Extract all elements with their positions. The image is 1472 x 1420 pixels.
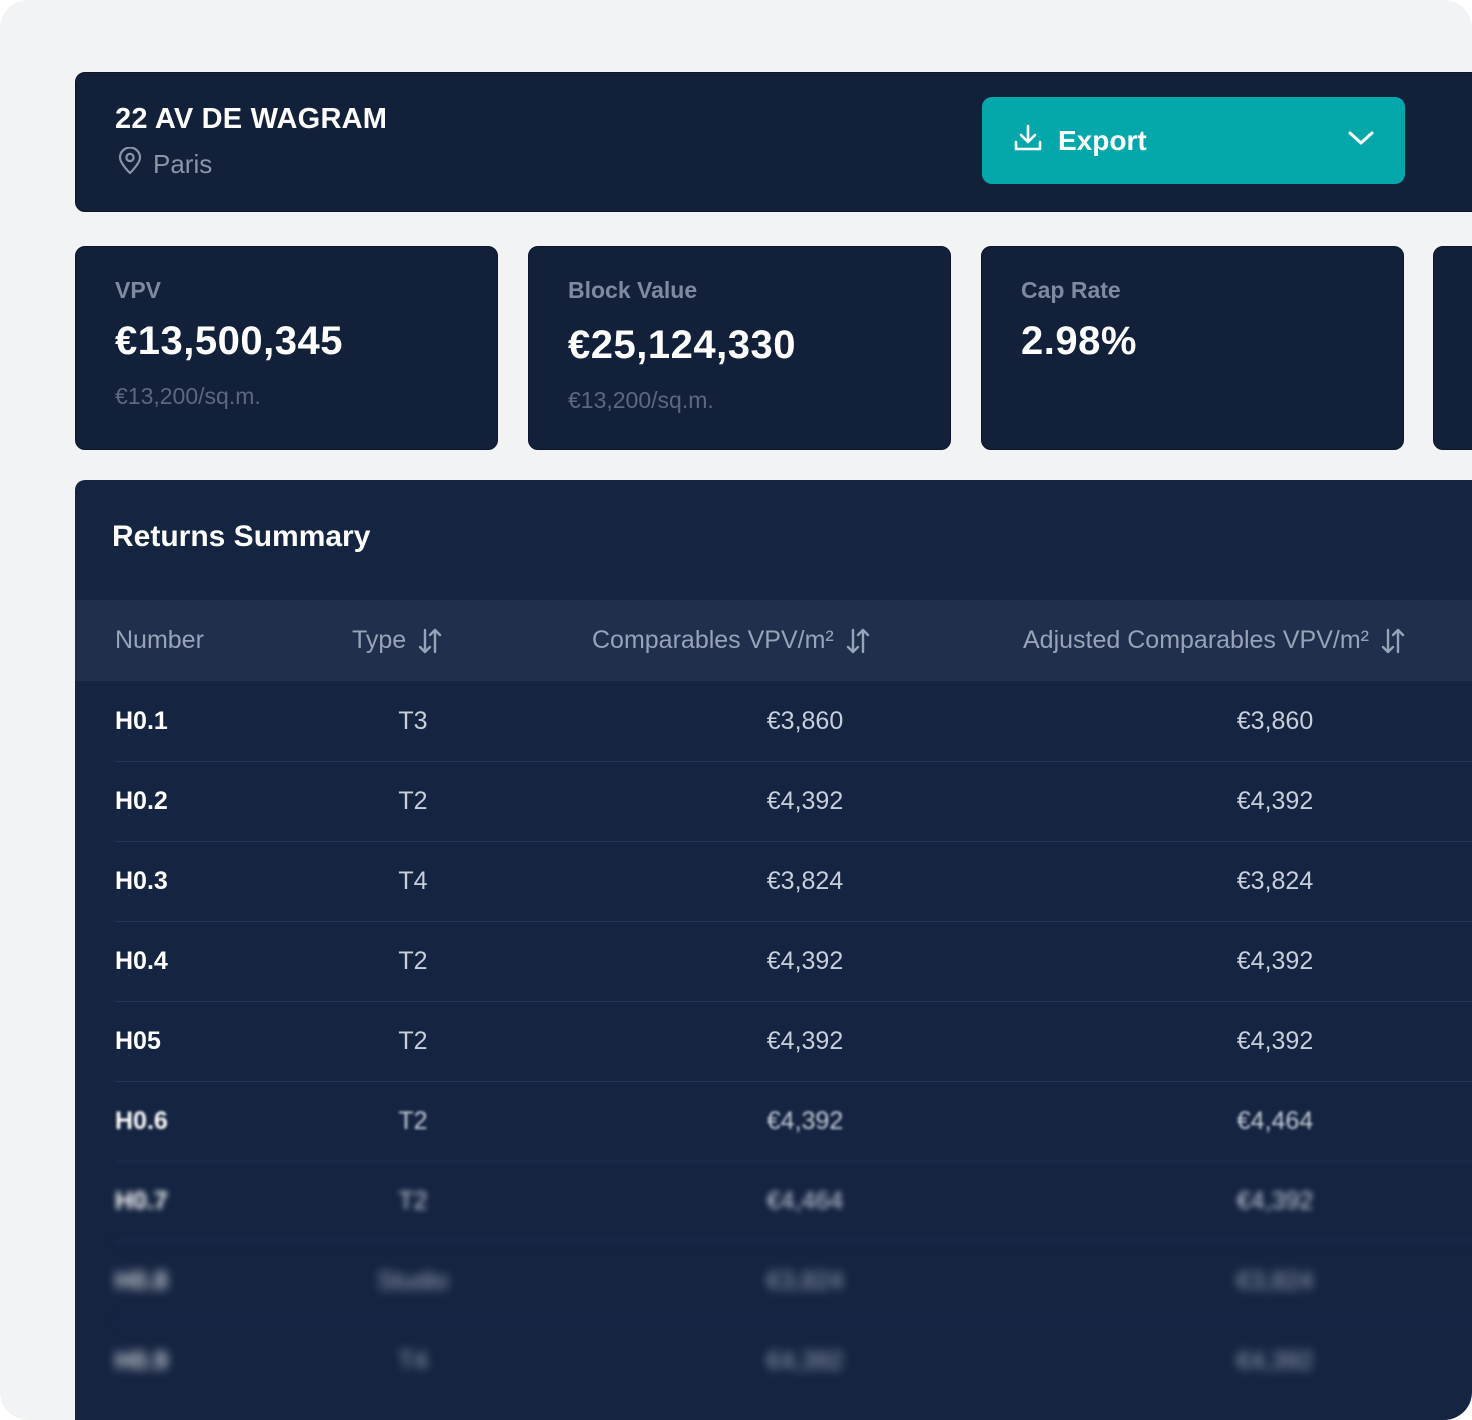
cell-comparables: €4,392 [766,946,844,975]
kpi-value: €25,124,330 [568,323,796,367]
property-location: Paris [117,146,213,182]
column-header-number[interactable]: Number [115,626,204,654]
table-row[interactable]: H0.8 Studio €3,824 €3,824 [115,1241,1472,1322]
kpi-sub: €13,200/sq.m. [115,383,261,409]
cell-type: T3 [398,706,428,735]
property-title: 22 AV DE WAGRAM [115,103,388,135]
returns-summary-table: Returns Summary Number Type Comparables … [75,480,1472,1420]
cell-number: H0.6 [115,1106,168,1135]
cell-adjusted: €4,464 [1236,1106,1314,1135]
cell-comparables: €3,860 [766,706,844,735]
column-header-comparables[interactable]: Comparables VPV/m² [592,600,870,681]
export-label: Export [1058,124,1147,156]
cell-number: H0.1 [115,706,168,735]
table-row[interactable]: H0.3 T4 €3,824 €3,824 [115,841,1472,922]
cell-type: T2 [398,1026,428,1055]
cell-type: Studio [377,1266,449,1295]
sort-icon[interactable] [1381,627,1405,655]
column-header-adjusted-comparables[interactable]: Adjusted Comparables VPV/m² [1023,600,1405,681]
cell-adjusted: €4,392 [1236,1186,1314,1215]
chevron-down-icon[interactable] [1347,129,1375,152]
cell-type: T2 [398,1186,428,1215]
cell-adjusted: €4,392 [1236,946,1314,975]
table-row[interactable]: H0.7 T2 €4,464 €4,392 [115,1161,1472,1242]
kpi-card-cap-rate: Cap Rate 2.98% [981,246,1404,450]
cell-type: T2 [398,786,428,815]
table-row[interactable]: H0.6 T2 €4,392 €4,464 [115,1081,1472,1162]
cell-comparables: €4,392 [766,1026,844,1055]
kpi-card-block-value: Block Value €25,124,330 €13,200/sq.m. [528,246,951,450]
export-button[interactable]: Export [982,97,1405,184]
table-row[interactable]: H0.1 T3 €3,860 €3,860 [115,681,1472,762]
sort-icon[interactable] [418,627,442,655]
kpi-value: €13,500,345 [115,319,343,363]
cell-comparables: €4,392 [766,1346,844,1375]
cell-type: T4 [398,1346,428,1375]
kpi-sub: €13,200/sq.m. [568,387,714,413]
cell-adjusted: €3,860 [1236,706,1314,735]
kpi-value: 2.98% [1021,319,1137,363]
cell-comparables: €4,392 [766,1106,844,1135]
cell-type: T2 [398,1106,428,1135]
sort-icon[interactable] [846,627,870,655]
cell-number: H0.9 [115,1346,168,1375]
cell-adjusted: €4,392 [1236,1026,1314,1055]
kpi-label: VPV [115,277,162,303]
cell-number: H0.3 [115,866,168,895]
cell-adjusted: €3,824 [1236,866,1314,895]
property-header: 22 AV DE WAGRAM Paris Export [75,72,1472,212]
map-pin-icon [117,146,153,182]
cell-number: H0.8 [115,1266,168,1295]
cell-comparables: €3,824 [766,1266,844,1295]
cell-number: H05 [115,1026,161,1055]
cell-type: T2 [398,946,428,975]
kpi-label: Cap Rate [1021,277,1121,303]
cell-comparables: €4,464 [766,1186,844,1215]
kpi-label: Block Value [568,277,698,303]
kpi-card-vpv: VPV €13,500,345 €13,200/sq.m. [75,246,498,450]
cell-comparables: €3,824 [766,866,844,895]
cell-number: H0.4 [115,946,168,975]
cell-type: T4 [398,866,428,895]
table-header-row: Number Type Comparables VPV/m² Adjusted … [75,600,1472,681]
table-row[interactable]: H0.9 T4 €4,392 €4,392 [115,1321,1472,1401]
cell-number: H0.2 [115,786,168,815]
location-label: Paris [153,149,213,179]
cell-number: H0.7 [115,1186,168,1215]
cell-adjusted: €4,392 [1236,786,1314,815]
column-header-type[interactable]: Type [352,600,442,681]
kpi-card-partial [1433,246,1472,450]
table-title: Returns Summary [112,520,371,553]
table-row[interactable]: H0.4 T2 €4,392 €4,392 [115,921,1472,1002]
cell-comparables: €4,392 [766,786,844,815]
cell-adjusted: €4,392 [1236,1346,1314,1375]
download-icon [1012,122,1044,159]
table-row[interactable]: H05 T2 €4,392 €4,392 [115,1001,1472,1082]
cell-adjusted: €3,824 [1236,1266,1314,1295]
table-row[interactable]: H0.2 T2 €4,392 €4,392 [115,761,1472,842]
